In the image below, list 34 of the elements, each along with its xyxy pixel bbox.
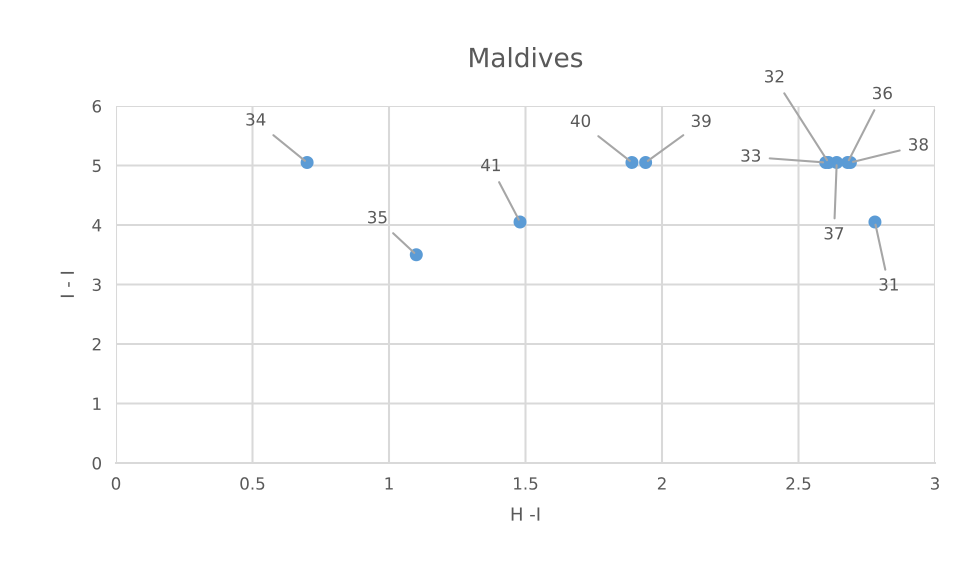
annotation: 31 (879, 278, 898, 291)
y-axis-title: I - I (60, 272, 74, 298)
x-tick-label: 0 (112, 477, 120, 490)
point (625, 156, 638, 170)
y-tick-label: 4 (92, 219, 102, 232)
y-tick-label: 3 (92, 278, 101, 292)
x-tick-label: 1.5 (514, 477, 538, 490)
annotation: 35 (368, 210, 387, 224)
y-tick-label: 0 (92, 456, 102, 470)
x-tick-label: 0.5 (240, 477, 264, 490)
x-tick-label: 2.5 (786, 477, 810, 490)
y-tick-label: 2 (92, 338, 100, 350)
x-tick-label: 2 (658, 477, 666, 490)
annotation: 40 (570, 114, 590, 128)
y-tick-label: 1 (93, 398, 101, 410)
y-tick-label: 5 (92, 160, 101, 172)
x-tick-label: 1 (386, 477, 393, 490)
annotation: 37 (824, 226, 844, 240)
x-tick-label: 3 (930, 477, 939, 490)
point (300, 156, 314, 170)
annotation: 33 (741, 149, 760, 162)
point (410, 248, 423, 262)
annotation: 41 (481, 158, 500, 172)
x-axis-title: H -I (512, 507, 540, 521)
chart-title: Maldives (470, 47, 582, 68)
point (868, 216, 882, 229)
point (514, 216, 527, 229)
annotation: 36 (873, 86, 892, 100)
annotation: 32 (765, 70, 784, 83)
annotation: 38 (909, 138, 928, 151)
annotation: 39 (692, 114, 711, 128)
y-tick-label: 6 (92, 100, 102, 113)
point (639, 156, 652, 170)
annotation: 34 (246, 113, 266, 126)
